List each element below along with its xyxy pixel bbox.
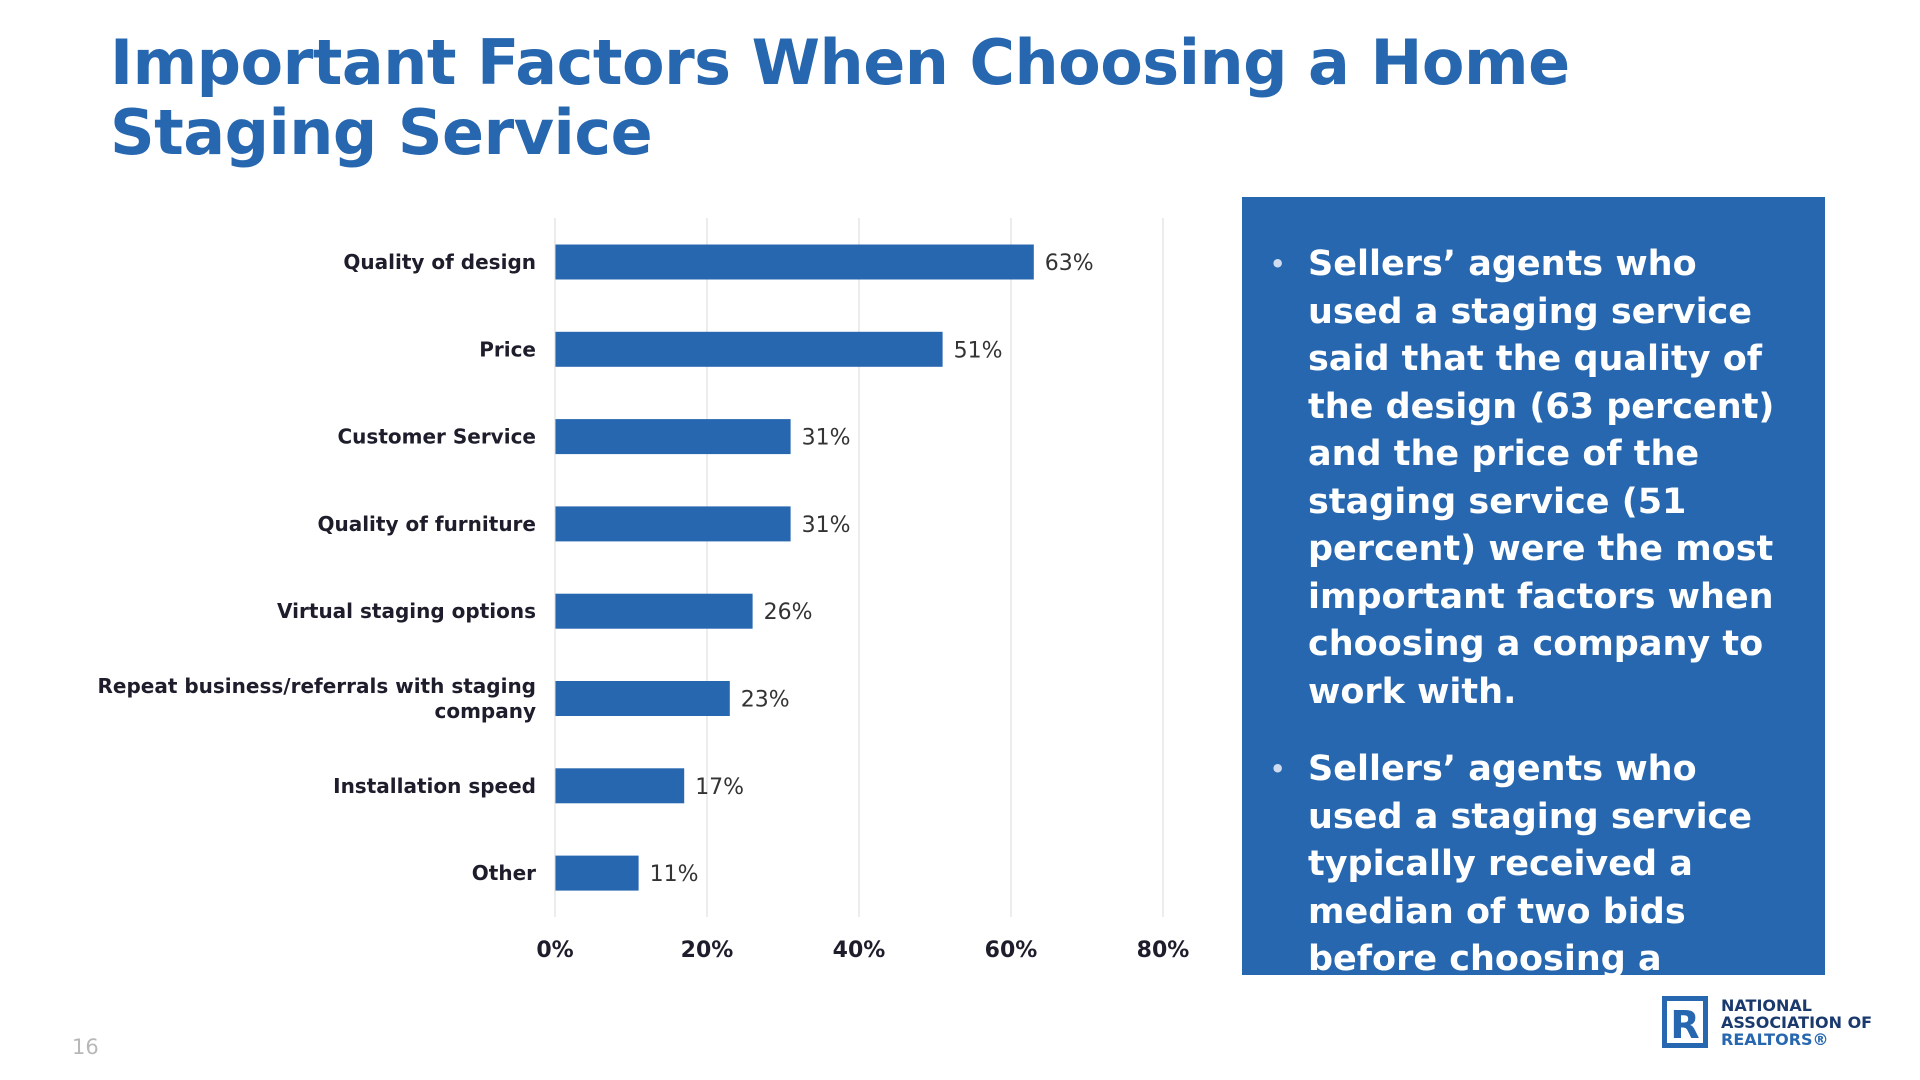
category-label: Repeat business/referrals with staging co… [97, 674, 536, 723]
bullet-icon: • [1270, 755, 1286, 783]
bar [555, 768, 685, 804]
summary-bullet-text: Sellers’ agents who used a staging servi… [1308, 244, 1775, 712]
nar-logo: R NATIONAL ASSOCIATION OF REALTORS® [1662, 996, 1882, 1050]
bar [555, 506, 791, 542]
value-label: 26% [764, 600, 813, 625]
summary-bullet: • Sellers’ agents who used a staging ser… [1270, 241, 1801, 716]
x-tick-label: 40% [833, 938, 886, 963]
category-label: Price [479, 337, 536, 361]
summary-bullet-text: Sellers’ agents who used a staging servi… [1308, 749, 1760, 1027]
logo-line-2: ASSOCIATION OF [1721, 1013, 1873, 1032]
realtor-r-logo-icon: R [1662, 996, 1708, 1048]
x-tick-label: 0% [536, 938, 573, 963]
svg-text:R: R [1670, 1003, 1699, 1047]
page-number: 16 [72, 1035, 99, 1059]
category-label: Virtual staging options [277, 599, 536, 623]
bar [555, 331, 943, 367]
summary-panel: • Sellers’ agents who used a staging ser… [1242, 197, 1825, 1027]
logo-line-3: REALTORS® [1721, 1030, 1829, 1049]
bar [555, 419, 791, 455]
summary-bullet: • Sellers’ agents who used a staging ser… [1270, 746, 1801, 1031]
category-label: Quality of furniture [317, 512, 536, 536]
bullet-icon: • [1270, 250, 1286, 278]
value-label: 23% [741, 688, 790, 713]
x-tick-label: 20% [681, 938, 734, 963]
value-label: 63% [1045, 251, 1094, 276]
category-label: Installation speed [333, 774, 536, 798]
value-label: 31% [802, 426, 851, 451]
bar [555, 244, 1034, 280]
x-tick-label: 60% [985, 938, 1038, 963]
category-label: Other [472, 861, 536, 885]
logo-wordmark: NATIONAL ASSOCIATION OF REALTORS® [1721, 997, 1872, 1048]
page-title: Important Factors When Choosing a Home S… [110, 26, 1570, 169]
summary-bullet-list: • Sellers’ agents who used a staging ser… [1270, 241, 1801, 1031]
value-label: 17% [695, 775, 744, 800]
bar-chart: 0% 20% 40% 60% 80% Quality of design 63% Price 5… [97, 218, 1190, 963]
logo-line-1: NATIONAL [1721, 996, 1812, 1015]
bar [555, 593, 753, 629]
value-label: 31% [802, 513, 851, 538]
category-label: Quality of design [343, 250, 536, 274]
bar [555, 681, 730, 716]
bar [555, 855, 639, 891]
value-label: 51% [954, 338, 1003, 363]
x-tick-label: 80% [1137, 938, 1190, 963]
value-label: 11% [650, 862, 699, 887]
category-label: Customer Service [338, 425, 537, 449]
